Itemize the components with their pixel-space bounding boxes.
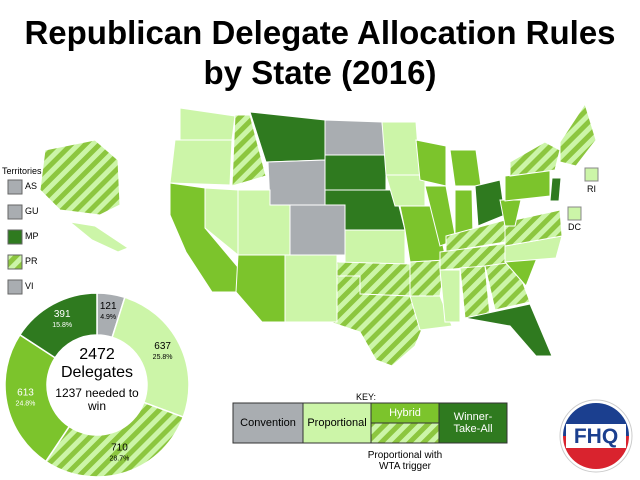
state — [559, 102, 597, 167]
state — [249, 111, 326, 163]
value-label: 121 — [100, 301, 117, 312]
small-state-box — [567, 206, 582, 221]
value-label: 637 — [154, 341, 171, 352]
donut-segment — [18, 292, 98, 359]
state — [169, 139, 233, 186]
state — [312, 275, 426, 367]
state — [509, 141, 561, 177]
total-label: Delegates — [60, 364, 134, 381]
logo-band — [566, 424, 626, 448]
state — [344, 229, 406, 266]
donut-chart: 121 4.9% 637 25.8% 710 28.7% 613 24.8% 391 15.8% — [4, 292, 190, 478]
total: 2472 — [79, 346, 115, 363]
donut-center: 2472 Delegates 1237 needed to win — [52, 346, 142, 413]
needed-label: needed to win — [85, 386, 139, 413]
key-label: Winner-Take-All — [453, 411, 493, 435]
needed: 1237 — [55, 386, 82, 400]
state — [235, 254, 286, 323]
small-state-box — [584, 167, 599, 182]
territories-heading: Territories — [2, 166, 42, 176]
state — [415, 139, 447, 187]
key-swatch — [232, 402, 304, 444]
territory-swatch — [7, 179, 23, 195]
state — [324, 154, 387, 191]
title-line: Republican Delegate Allocation Rules — [24, 14, 616, 51]
state — [324, 119, 387, 156]
state — [231, 114, 267, 187]
value-label: 391 — [54, 309, 71, 320]
state — [409, 295, 453, 331]
state — [289, 204, 346, 256]
key-heading: KEY: — [356, 392, 377, 402]
title-line: by State (2016) — [203, 54, 437, 91]
territory-label: AS — [25, 181, 38, 191]
state — [549, 177, 562, 202]
state — [459, 265, 491, 319]
value-label: 613 — [17, 388, 34, 399]
percent-label: 15.8% — [52, 322, 72, 329]
percent-label: 4.9% — [100, 314, 116, 321]
value-label: 710 — [111, 442, 128, 453]
key-swatch — [438, 402, 508, 444]
state — [68, 221, 130, 253]
territory-label: GU — [25, 206, 39, 216]
key-swatch — [370, 422, 440, 444]
donut-segment — [44, 401, 185, 478]
territory-swatch — [7, 204, 23, 220]
key-swatch — [302, 402, 372, 444]
state — [504, 209, 563, 247]
donut-segment — [111, 296, 190, 419]
state — [439, 269, 461, 323]
key-label: Hybrid — [389, 407, 421, 419]
us-map — [39, 102, 597, 367]
state — [449, 149, 482, 187]
territory-swatch — [7, 254, 23, 270]
territory-label: MP — [25, 231, 39, 241]
state — [267, 159, 326, 206]
state — [39, 139, 121, 216]
territory-label: PR — [25, 256, 38, 266]
territory-label: VI — [25, 281, 34, 291]
key-label: Convention — [240, 417, 296, 429]
percent-label: 28.7% — [110, 455, 130, 462]
state — [284, 254, 338, 323]
state — [381, 121, 421, 176]
key-label: Proportional with WTA trigger — [367, 450, 443, 472]
territory-swatch — [7, 279, 23, 295]
key-label: Proportional — [307, 417, 367, 429]
logo-text: FHQ — [574, 425, 618, 448]
state — [179, 107, 236, 141]
state — [464, 303, 553, 357]
map-label: DC — [568, 222, 581, 232]
needed-text: 1237 needed to win — [52, 387, 142, 413]
percent-label: 24.8% — [16, 401, 36, 408]
percent-label: 25.8% — [153, 354, 173, 361]
map-label: RI — [587, 184, 596, 194]
territory-swatch — [7, 229, 23, 245]
